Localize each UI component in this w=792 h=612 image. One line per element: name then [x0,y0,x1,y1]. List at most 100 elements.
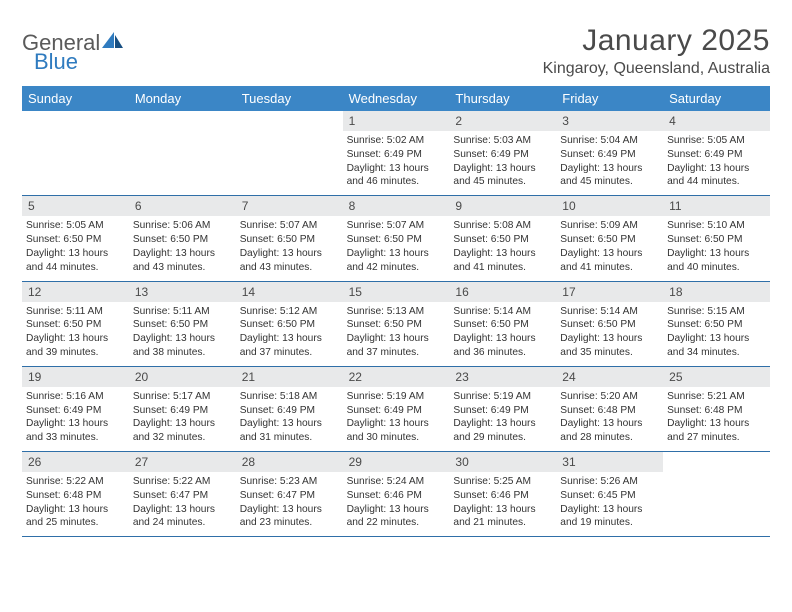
day-number: 31 [556,452,663,472]
day-cell: 3Sunrise: 5:04 AMSunset: 6:49 PMDaylight… [556,111,663,195]
day-cell: 26Sunrise: 5:22 AMSunset: 6:48 PMDayligh… [22,452,129,536]
sunset-text: Sunset: 6:50 PM [240,233,339,247]
day-cell: 27Sunrise: 5:22 AMSunset: 6:47 PMDayligh… [129,452,236,536]
sunrise-text: Sunrise: 5:11 AM [26,305,125,319]
day-number: 4 [663,111,770,131]
sunset-text: Sunset: 6:49 PM [26,404,125,418]
sunrise-text: Sunrise: 5:03 AM [453,134,552,148]
sunrise-text: Sunrise: 5:19 AM [347,390,446,404]
daylight-text: Daylight: 13 hours and 40 minutes. [667,247,766,275]
sunset-text: Sunset: 6:50 PM [453,233,552,247]
day-cell: 16Sunrise: 5:14 AMSunset: 6:50 PMDayligh… [449,282,556,366]
sunset-text: Sunset: 6:48 PM [560,404,659,418]
sunrise-text: Sunrise: 5:25 AM [453,475,552,489]
daylight-text: Daylight: 13 hours and 19 minutes. [560,503,659,531]
day-number: 7 [236,196,343,216]
daylight-text: Daylight: 13 hours and 44 minutes. [26,247,125,275]
daylight-text: Daylight: 13 hours and 37 minutes. [347,332,446,360]
daylight-text: Daylight: 13 hours and 36 minutes. [453,332,552,360]
daylight-text: Daylight: 13 hours and 29 minutes. [453,417,552,445]
day-cell: 21Sunrise: 5:18 AMSunset: 6:49 PMDayligh… [236,367,343,451]
sunrise-text: Sunrise: 5:05 AM [667,134,766,148]
day-cell: 6Sunrise: 5:06 AMSunset: 6:50 PMDaylight… [129,196,236,280]
header: General January 2025 Kingaroy, Queenslan… [22,24,770,78]
day-number: 9 [449,196,556,216]
sunset-text: Sunset: 6:49 PM [453,148,552,162]
daylight-text: Daylight: 13 hours and 42 minutes. [347,247,446,275]
sunset-text: Sunset: 6:50 PM [560,318,659,332]
day-number: 13 [129,282,236,302]
daylight-text: Daylight: 13 hours and 24 minutes. [133,503,232,531]
day-cell: 23Sunrise: 5:19 AMSunset: 6:49 PMDayligh… [449,367,556,451]
day-number: 19 [22,367,129,387]
day-cell [663,452,770,536]
day-number: 28 [236,452,343,472]
day-cell: 15Sunrise: 5:13 AMSunset: 6:50 PMDayligh… [343,282,450,366]
sunset-text: Sunset: 6:50 PM [26,233,125,247]
sunset-text: Sunset: 6:49 PM [347,148,446,162]
daylight-text: Daylight: 13 hours and 28 minutes. [560,417,659,445]
day-cell [129,111,236,195]
sunset-text: Sunset: 6:45 PM [560,489,659,503]
weekday-wednesday: Wednesday [343,86,450,111]
sunrise-text: Sunrise: 5:23 AM [240,475,339,489]
day-number: 22 [343,367,450,387]
daylight-text: Daylight: 13 hours and 21 minutes. [453,503,552,531]
sunrise-text: Sunrise: 5:11 AM [133,305,232,319]
sunrise-text: Sunrise: 5:26 AM [560,475,659,489]
daylight-text: Daylight: 13 hours and 41 minutes. [453,247,552,275]
sunset-text: Sunset: 6:47 PM [240,489,339,503]
day-number: 11 [663,196,770,216]
sunset-text: Sunset: 6:50 PM [347,318,446,332]
day-number: 3 [556,111,663,131]
day-cell: 7Sunrise: 5:07 AMSunset: 6:50 PMDaylight… [236,196,343,280]
day-cell: 8Sunrise: 5:07 AMSunset: 6:50 PMDaylight… [343,196,450,280]
daylight-text: Daylight: 13 hours and 35 minutes. [560,332,659,360]
day-cell: 4Sunrise: 5:05 AMSunset: 6:49 PMDaylight… [663,111,770,195]
daylight-text: Daylight: 13 hours and 32 minutes. [133,417,232,445]
sunrise-text: Sunrise: 5:08 AM [453,219,552,233]
day-number: 12 [22,282,129,302]
title-block: January 2025 Kingaroy, Queensland, Austr… [543,24,770,78]
sunset-text: Sunset: 6:50 PM [453,318,552,332]
sunrise-text: Sunrise: 5:24 AM [347,475,446,489]
daylight-text: Daylight: 13 hours and 27 minutes. [667,417,766,445]
daylight-text: Daylight: 13 hours and 22 minutes. [347,503,446,531]
day-number: 8 [343,196,450,216]
logo-text-blue: Blue [34,49,78,75]
day-number: 29 [343,452,450,472]
sunrise-text: Sunrise: 5:10 AM [667,219,766,233]
day-number: 20 [129,367,236,387]
day-cell: 1Sunrise: 5:02 AMSunset: 6:49 PMDaylight… [343,111,450,195]
daylight-text: Daylight: 13 hours and 46 minutes. [347,162,446,190]
week-row: 1Sunrise: 5:02 AMSunset: 6:49 PMDaylight… [22,111,770,196]
logo-sail-icon [102,32,124,55]
sunrise-text: Sunrise: 5:19 AM [453,390,552,404]
daylight-text: Daylight: 13 hours and 37 minutes. [240,332,339,360]
day-cell: 10Sunrise: 5:09 AMSunset: 6:50 PMDayligh… [556,196,663,280]
sunset-text: Sunset: 6:50 PM [26,318,125,332]
weeks-container: 1Sunrise: 5:02 AMSunset: 6:49 PMDaylight… [22,111,770,537]
sunset-text: Sunset: 6:49 PM [133,404,232,418]
daylight-text: Daylight: 13 hours and 31 minutes. [240,417,339,445]
weekday-header-row: Sunday Monday Tuesday Wednesday Thursday… [22,86,770,111]
day-number: 6 [129,196,236,216]
sunrise-text: Sunrise: 5:15 AM [667,305,766,319]
daylight-text: Daylight: 13 hours and 43 minutes. [240,247,339,275]
sunset-text: Sunset: 6:50 PM [667,318,766,332]
daylight-text: Daylight: 13 hours and 41 minutes. [560,247,659,275]
sunset-text: Sunset: 6:49 PM [560,148,659,162]
sunrise-text: Sunrise: 5:22 AM [133,475,232,489]
sunset-text: Sunset: 6:46 PM [453,489,552,503]
sunrise-text: Sunrise: 5:07 AM [347,219,446,233]
day-number: 30 [449,452,556,472]
day-number: 5 [22,196,129,216]
sunrise-text: Sunrise: 5:22 AM [26,475,125,489]
sunrise-text: Sunrise: 5:20 AM [560,390,659,404]
sunrise-text: Sunrise: 5:05 AM [26,219,125,233]
sunset-text: Sunset: 6:49 PM [667,148,766,162]
day-cell: 13Sunrise: 5:11 AMSunset: 6:50 PMDayligh… [129,282,236,366]
day-number: 27 [129,452,236,472]
week-row: 12Sunrise: 5:11 AMSunset: 6:50 PMDayligh… [22,282,770,367]
sunrise-text: Sunrise: 5:09 AM [560,219,659,233]
